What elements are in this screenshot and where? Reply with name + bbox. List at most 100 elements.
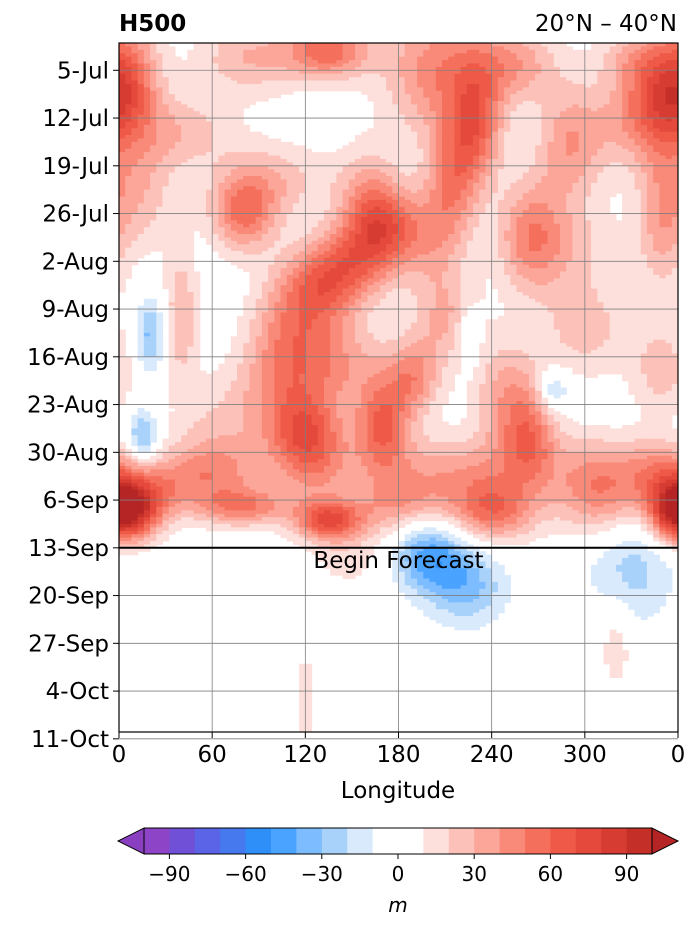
- heat-cell: [143, 199, 151, 204]
- heat-cell: [659, 56, 667, 61]
- heat-cell: [547, 118, 555, 123]
- heat-cell: [547, 43, 555, 48]
- heat-cell: [572, 114, 580, 119]
- heat-cell: [119, 77, 126, 82]
- heat-cell: [504, 73, 511, 78]
- heat-cell: [559, 172, 567, 177]
- heat-cell: [572, 158, 580, 163]
- heat-cell: [348, 56, 356, 61]
- heat-cell: [634, 145, 642, 150]
- heat-cell: [603, 80, 611, 85]
- heat-cell: [243, 172, 251, 177]
- heat-cell: [150, 131, 157, 136]
- heat-cell: [454, 83, 462, 88]
- heat-cell: [193, 165, 201, 170]
- heat-cell: [566, 141, 574, 146]
- heat-cell: [131, 121, 139, 126]
- heat-cell: [168, 100, 176, 105]
- heat-cell: [572, 100, 580, 105]
- heat-cell: [584, 148, 592, 153]
- heat-cell: [125, 227, 133, 232]
- heat-cell: [435, 73, 443, 78]
- heat-cell: [137, 138, 145, 143]
- heat-cell: [435, 90, 443, 95]
- heat-cell: [199, 135, 207, 140]
- heat-cell: [646, 111, 654, 116]
- heat-cell: [578, 213, 586, 218]
- heat-cell: [479, 73, 487, 78]
- heat-cell: [646, 176, 654, 181]
- heat-cell: [566, 196, 574, 201]
- heat-cell: [274, 196, 282, 201]
- heat-cell: [243, 240, 251, 245]
- heat-cell: [591, 60, 598, 65]
- heat-cell: [597, 104, 605, 109]
- heat-cell: [255, 155, 263, 160]
- heat-cell: [342, 230, 350, 235]
- heat-cell: [572, 131, 580, 136]
- heat-cell: [559, 179, 567, 184]
- heat-cell: [398, 94, 406, 99]
- heat-cell: [659, 227, 667, 232]
- heat-cell: [193, 53, 201, 58]
- heat-cell: [473, 63, 480, 68]
- heat-cell: [317, 237, 325, 242]
- heat-cell: [622, 118, 629, 123]
- heat-cell: [398, 118, 406, 123]
- heat-cell: [622, 230, 629, 235]
- heat-cell: [131, 182, 139, 187]
- heat-cell: [317, 169, 325, 174]
- heat-cell: [292, 145, 300, 150]
- heat-cell: [429, 114, 437, 119]
- heat-cell: [392, 83, 400, 88]
- heat-cell: [205, 135, 213, 140]
- heat-cell: [255, 189, 263, 194]
- heat-cell: [280, 66, 288, 71]
- heat-cell: [224, 196, 232, 201]
- heat-cell: [584, 158, 592, 163]
- heat-cell: [485, 237, 493, 242]
- heat-cell: [162, 107, 170, 112]
- heat-cell: [622, 56, 629, 61]
- heat-cell: [181, 216, 188, 221]
- heat-cell: [137, 43, 145, 48]
- heat-cell: [603, 131, 611, 136]
- heat-cell: [622, 73, 629, 78]
- heat-cell: [522, 131, 530, 136]
- heat-cell: [615, 63, 623, 68]
- heat-cell: [516, 87, 524, 92]
- heat-cell: [379, 83, 387, 88]
- heat-cell: [566, 176, 574, 181]
- heat-cell: [504, 118, 511, 123]
- heat-cell: [665, 234, 673, 239]
- heat-cell: [466, 206, 474, 211]
- heat-cell: [516, 203, 524, 208]
- heat-cell: [268, 234, 275, 239]
- heat-cell: [386, 210, 393, 215]
- heat-cell: [553, 216, 561, 221]
- heat-cell: [268, 63, 275, 68]
- heat-cell: [473, 145, 480, 150]
- heat-cell: [485, 220, 493, 225]
- heat-cell: [535, 172, 542, 177]
- heat-cell: [193, 94, 201, 99]
- heat-cell: [348, 162, 356, 167]
- heat-cell: [640, 230, 648, 235]
- heat-cell: [603, 155, 611, 160]
- heat-cell: [323, 162, 331, 167]
- heat-cell: [410, 186, 418, 191]
- heat-cell: [665, 49, 673, 54]
- heat-cell: [280, 213, 288, 218]
- heat-cell: [342, 145, 350, 150]
- heat-cell: [553, 80, 561, 85]
- heat-cell: [659, 135, 667, 140]
- heat-cell: [330, 83, 337, 88]
- heat-cell: [423, 138, 431, 143]
- heat-cell: [634, 176, 642, 181]
- heat-cell: [199, 213, 207, 218]
- heat-cell: [398, 220, 406, 225]
- heat-cell: [547, 90, 555, 95]
- heat-cell: [653, 138, 660, 143]
- heat-cell: [280, 220, 288, 225]
- heat-cell: [491, 155, 499, 160]
